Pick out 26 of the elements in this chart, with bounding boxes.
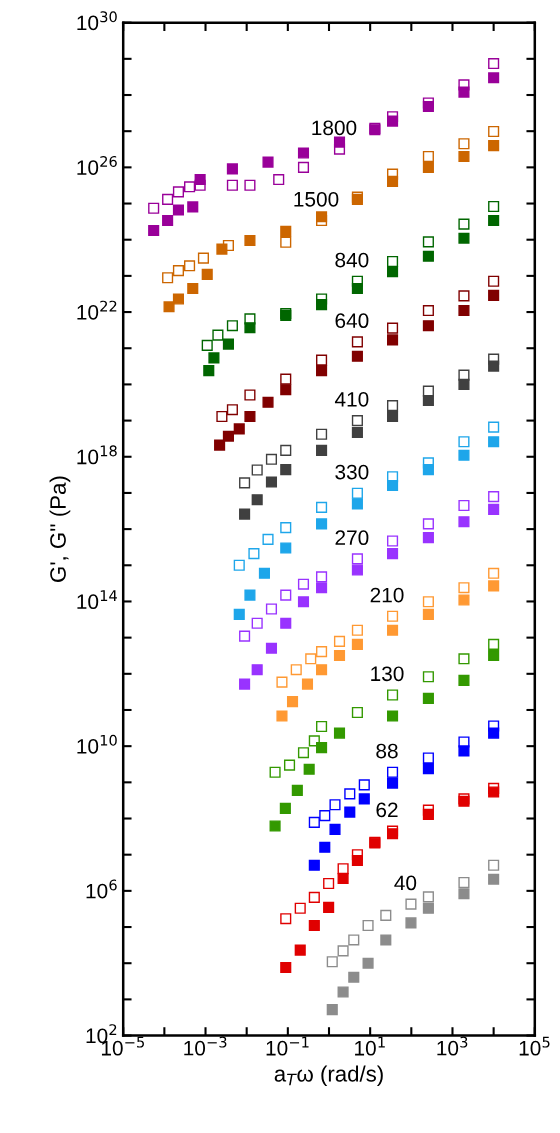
series-label: 1800 [312, 120, 357, 136]
x-tick-label: 10$^{−1}$ [266, 1036, 309, 1056]
series-label: 1500 [294, 191, 339, 207]
y-tick-label: 10$^{26}$ [77, 155, 117, 175]
y-tick-label: 10$^{22}$ [77, 300, 117, 320]
x-axis-title: a$_{T}$ω (rad/s) [274, 1065, 383, 1087]
y-tick-label: 10$^{18}$ [77, 445, 117, 465]
y-tick-label: 10$^{10}$ [77, 734, 117, 754]
series-label: 62 [376, 802, 398, 818]
series-label: 88 [376, 743, 398, 759]
series-label: 130 [371, 666, 404, 682]
y-axis-title: G', G'' (Pa) [49, 476, 71, 582]
y-tick-label: 10$^{6}$ [86, 879, 117, 899]
series-label: 640 [335, 313, 369, 329]
y-tick-label: 10$^{30}$ [77, 11, 117, 31]
x-tick-label: 10$^{5}$ [519, 1036, 550, 1056]
series-label: 40 [394, 875, 417, 891]
x-tick-label: 10$^{−3}$ [184, 1036, 227, 1056]
series-label: 270 [335, 530, 369, 546]
series-label: 840 [335, 252, 369, 268]
y-tick-label: 10$^{14}$ [77, 590, 117, 610]
x-tick-label: 10$^{1}$ [355, 1036, 385, 1056]
series-label: 210 [370, 587, 404, 603]
x-tick-label: 10$^{3}$ [437, 1036, 468, 1056]
series-label: 330 [335, 464, 369, 480]
series-label: 410 [334, 391, 369, 407]
